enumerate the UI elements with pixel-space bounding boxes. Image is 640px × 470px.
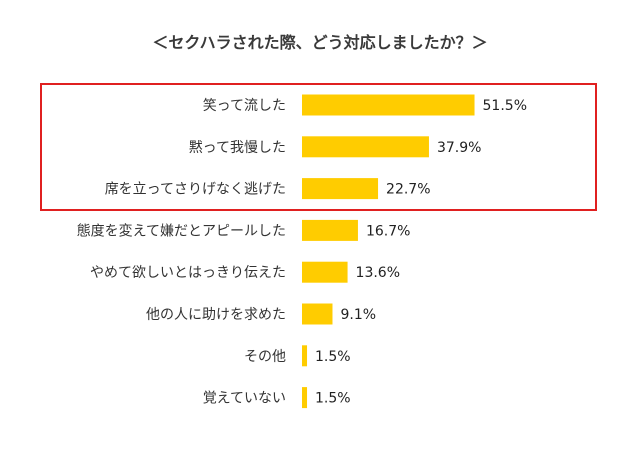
value-label: 51.5% <box>483 98 527 114</box>
bar <box>302 136 429 158</box>
category-label: その他 <box>244 349 286 365</box>
value-label: 9.1% <box>340 307 376 323</box>
category-label: 黙って我慢した <box>189 139 286 156</box>
category-label: 他の人に助けを求めた <box>146 307 286 323</box>
value-label: 22.7% <box>386 182 430 198</box>
bars-layer: 笑って流した 51.5% 黙って我慢した 37.9% 席を立ってさりげなく逃げた 22.7… <box>77 94 527 409</box>
chart-title: ＜セクハラされた際、どう対応しましたか？＞ <box>152 33 487 52</box>
bar <box>302 261 348 283</box>
value-label: 37.9% <box>437 140 481 156</box>
value-label: 1.5% <box>315 349 351 365</box>
value-label: 13.6% <box>356 265 400 281</box>
category-label: 覚えていない <box>203 391 286 407</box>
highlight-box <box>40 83 597 211</box>
category-label: 笑って流した <box>203 98 286 114</box>
category-label: やめて欲しいとはっきり伝えた <box>90 265 286 281</box>
bar <box>302 387 308 409</box>
category-label: 席を立ってさりげなく逃げた <box>105 182 286 198</box>
bar <box>302 94 475 116</box>
bar <box>302 178 379 200</box>
bar <box>302 303 333 325</box>
category-label: 態度を変えて嫌だとアピールした <box>77 222 286 239</box>
bar <box>302 345 308 367</box>
bar <box>302 219 358 241</box>
value-label: 16.7% <box>366 223 410 239</box>
value-label: 1.5% <box>315 391 351 407</box>
